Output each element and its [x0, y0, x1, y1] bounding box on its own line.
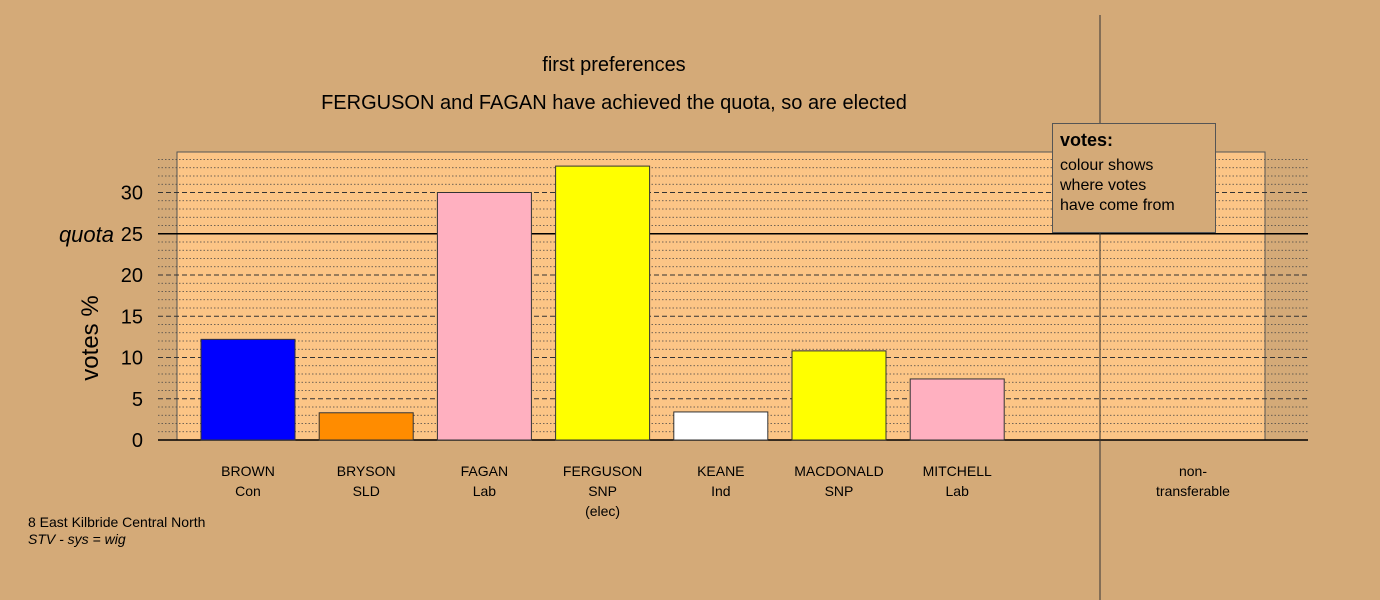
bar-keane	[673, 411, 769, 441]
candidate-note: (elec)	[585, 503, 620, 519]
chart-title: first preferences	[542, 54, 685, 76]
candidate-name: MACDONALD	[794, 463, 883, 479]
candidate-party: Lab	[946, 483, 970, 499]
candidate-party: SLD	[353, 483, 380, 499]
candidate-name: BRYSON	[337, 463, 396, 479]
legend-box: votes: colour shows where votes have com…	[1052, 123, 1216, 233]
legend-line: where votes	[1060, 177, 1147, 194]
candidate-name: FERGUSON	[563, 463, 642, 479]
y-tick-label: 0	[132, 430, 143, 452]
candidate-party: Ind	[711, 483, 730, 499]
candidate-name: MITCHELL	[923, 463, 992, 479]
y-tick-label: 20	[121, 265, 143, 287]
bar-brown	[200, 338, 296, 441]
legend-line: have come from	[1060, 197, 1175, 214]
candidate-name: BROWN	[221, 463, 275, 479]
legend-line: colour shows	[1060, 157, 1154, 174]
bar-mitchell	[909, 378, 1005, 441]
bar-fagan	[436, 192, 532, 441]
y-tick-label: 25	[121, 224, 143, 246]
non-transferable-label: transferable	[1156, 483, 1230, 499]
y-axis-label: votes %	[77, 295, 104, 380]
candidate-party: SNP	[825, 483, 854, 499]
system-label: STV - sys = wig	[28, 531, 126, 547]
y-tick-label: 15	[121, 306, 143, 328]
legend-title: votes:	[1060, 130, 1114, 150]
y-tick-label: 30	[121, 183, 143, 205]
candidate-party: Con	[235, 483, 261, 499]
candidate-party: SNP	[588, 483, 617, 499]
constituency-label: 8 East Kilbride Central North	[28, 514, 206, 530]
bar-bryson	[318, 412, 414, 441]
bar-macdonald	[791, 350, 887, 441]
quota-label: quota	[59, 222, 114, 247]
candidate-party: Lab	[473, 483, 497, 499]
y-tick-label: 5	[132, 389, 143, 411]
non-transferable-label: non-	[1179, 463, 1207, 479]
candidate-name: KEANE	[697, 463, 744, 479]
y-tick-label: 10	[121, 348, 143, 370]
chart-subtitle: FERGUSON and FAGAN have achieved the quo…	[321, 92, 907, 114]
footer: 8 East Kilbride Central North STV - sys …	[28, 514, 205, 548]
bar-ferguson	[555, 165, 651, 441]
candidate-name: FAGAN	[461, 463, 508, 479]
